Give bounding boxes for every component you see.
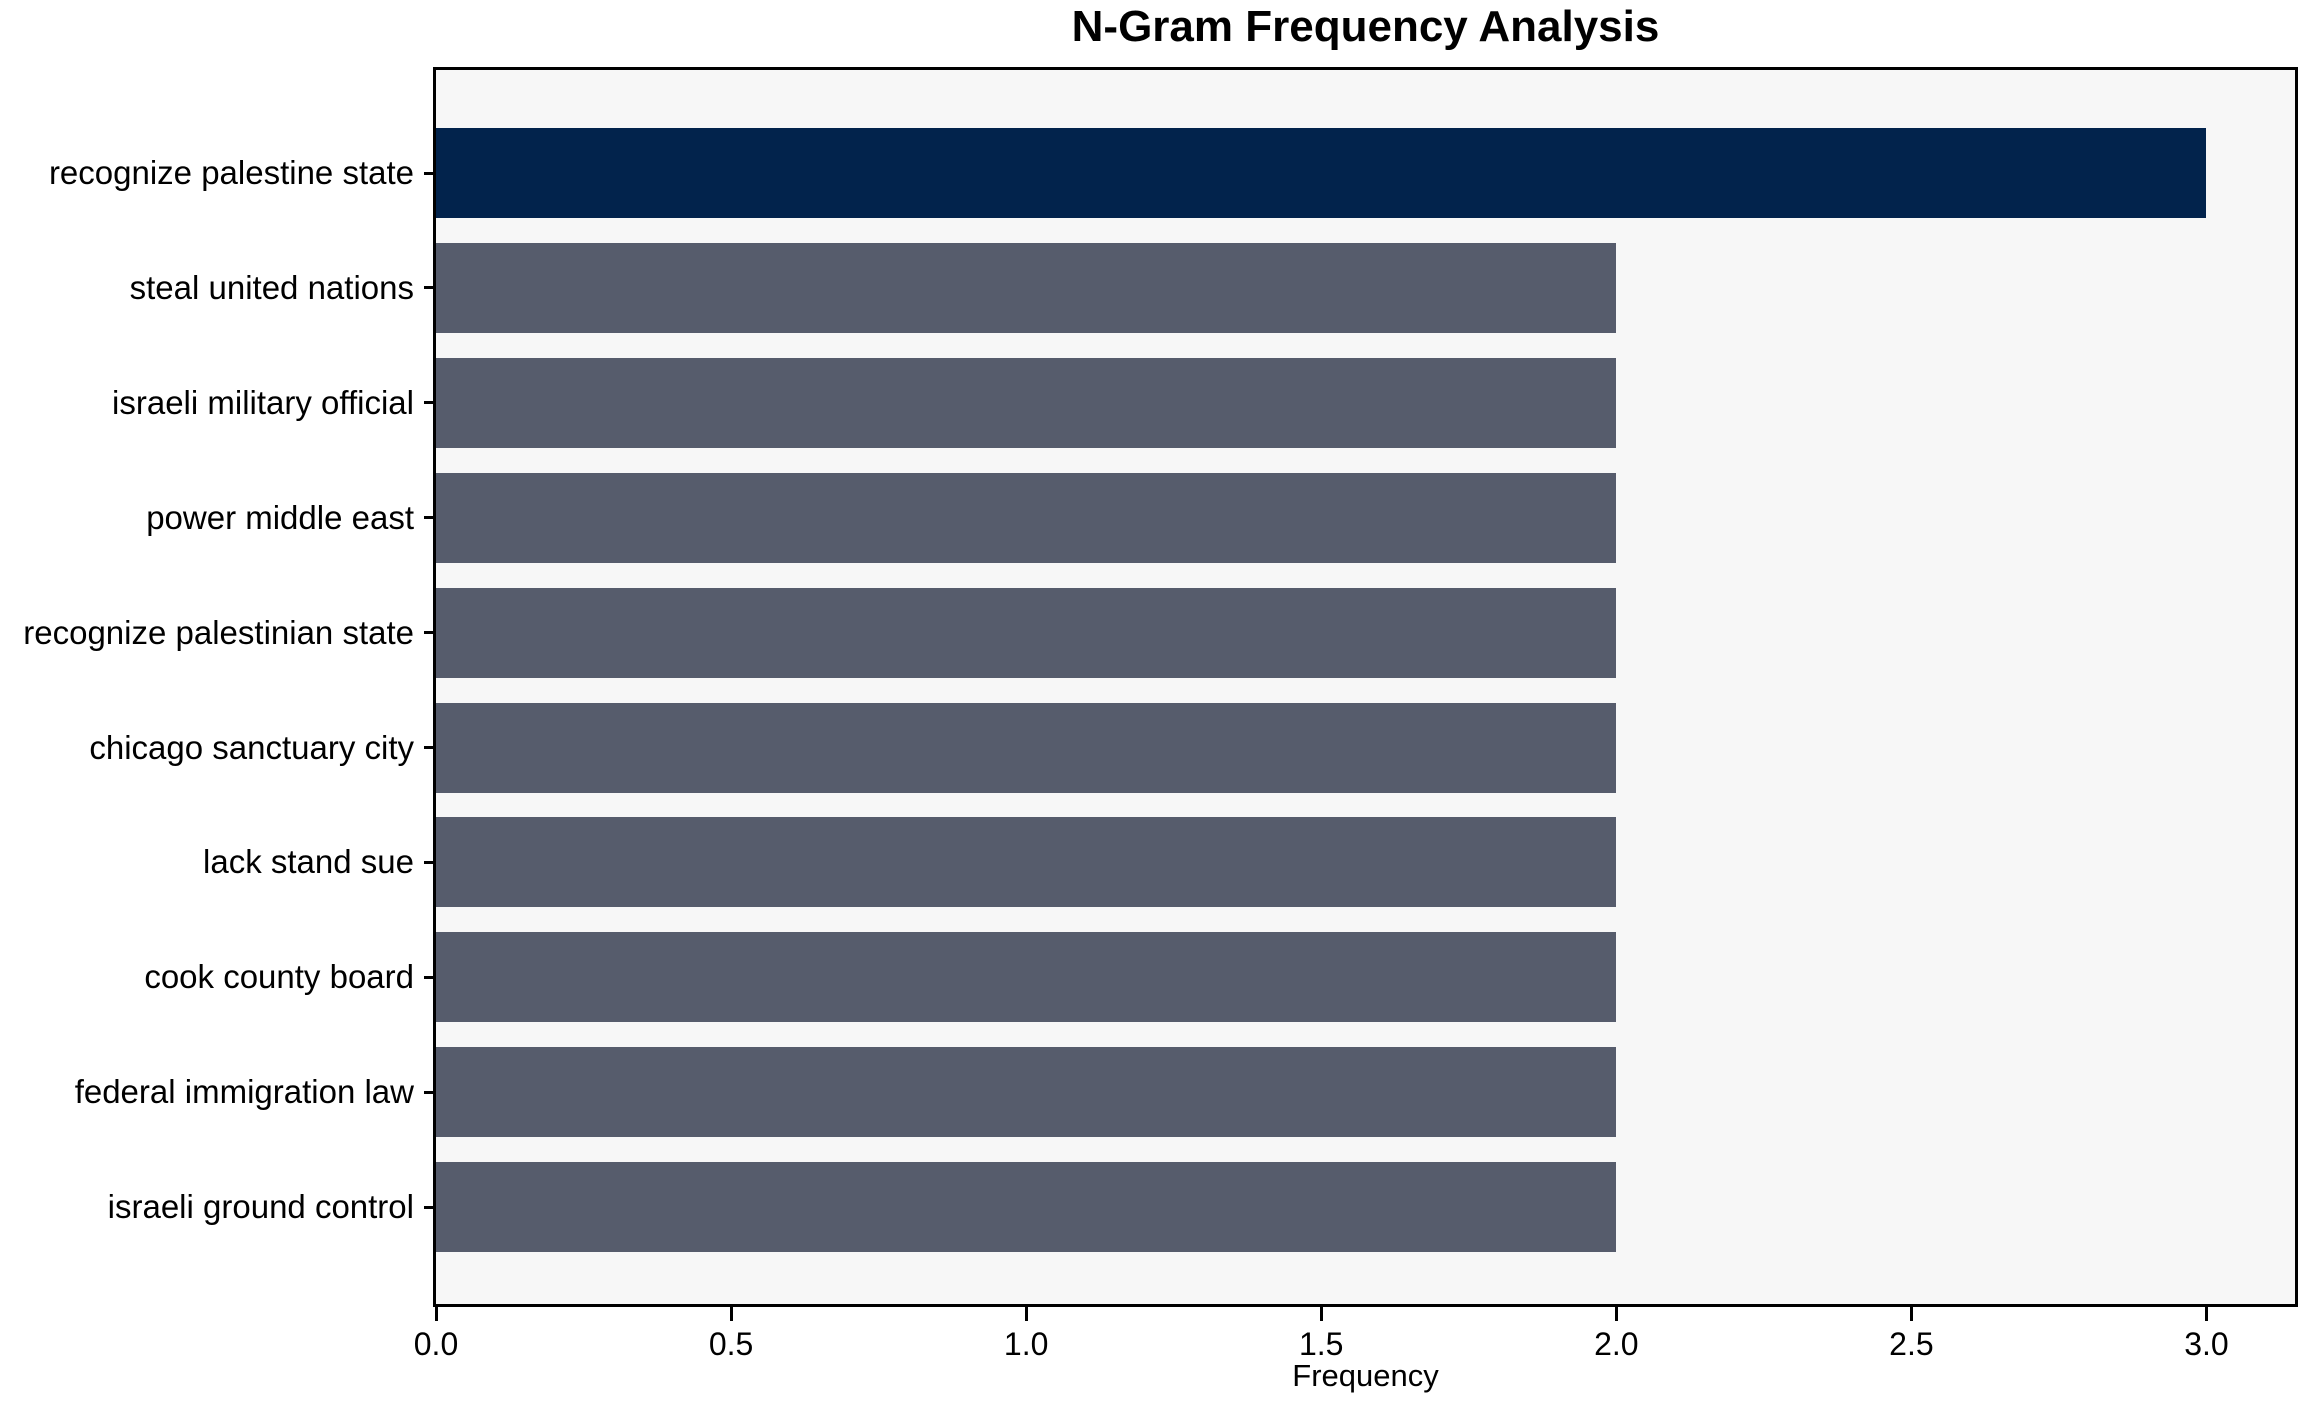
y-tick-mark (424, 631, 436, 635)
y-tick-label: federal immigration law (74, 1073, 414, 1111)
y-tick-label: israeli military official (112, 383, 414, 421)
bar-recognize-palestinian-state (436, 587, 1617, 678)
x-tick-label: 1.5 (1298, 1326, 1344, 1362)
x-tick-label: 0.5 (708, 1326, 754, 1362)
x-tick-mark (434, 1307, 438, 1321)
x-tick-mark (1024, 1307, 1028, 1321)
x-tick-mark (1614, 1307, 1618, 1321)
y-tick-label: chicago sanctuary city (89, 728, 414, 766)
bar-israeli-ground-control (436, 1162, 1617, 1253)
x-axis-label: Frequency (1292, 1358, 1439, 1393)
x-tick-mark (1909, 1307, 1913, 1321)
y-tick-mark (424, 516, 436, 520)
x-tick-label: 0.0 (413, 1326, 459, 1362)
x-tick-label: 1.0 (1003, 1326, 1049, 1362)
y-tick-mark (424, 975, 436, 979)
bar-lack-stand-sue (436, 817, 1617, 908)
y-tick-label: recognize palestinian state (23, 613, 414, 651)
y-tick-mark (424, 860, 436, 864)
x-tick-label: 2.5 (1889, 1326, 1934, 1362)
bar-steal-united-nations (436, 242, 1617, 333)
y-tick-mark (424, 1090, 436, 1094)
y-tick-label: power middle east (146, 498, 414, 536)
bar-federal-immigration-law (436, 1047, 1617, 1138)
bar-power-middle-east (436, 472, 1617, 563)
y-tick-label: cook county board (144, 958, 414, 996)
y-tick-mark (424, 746, 436, 749)
bar-cook-county-board (436, 932, 1617, 1023)
x-tick-mark (1319, 1307, 1323, 1321)
y-tick-mark (424, 286, 436, 290)
y-tick-mark (424, 171, 436, 175)
plot-area (433, 67, 2298, 1307)
y-tick-label: steal united nations (129, 268, 414, 306)
y-tick-label: lack stand sue (203, 843, 414, 881)
chart-title: N-Gram Frequency Analysis (1071, 2, 1660, 51)
x-tick-mark (2204, 1307, 2208, 1321)
y-tick-mark (424, 1205, 436, 1209)
bar-israeli-military-official (436, 357, 1617, 448)
bar-recognize-palestine-state (436, 128, 2207, 218)
y-tick-label: israeli ground control (107, 1188, 414, 1226)
y-tick-mark (424, 401, 436, 405)
x-tick-label: 3.0 (2184, 1326, 2229, 1362)
x-tick-label: 2.0 (1594, 1326, 1639, 1362)
y-tick-label: recognize palestine state (48, 154, 414, 191)
bar-chicago-sanctuary-city (436, 702, 1617, 793)
x-tick-mark (729, 1307, 733, 1321)
